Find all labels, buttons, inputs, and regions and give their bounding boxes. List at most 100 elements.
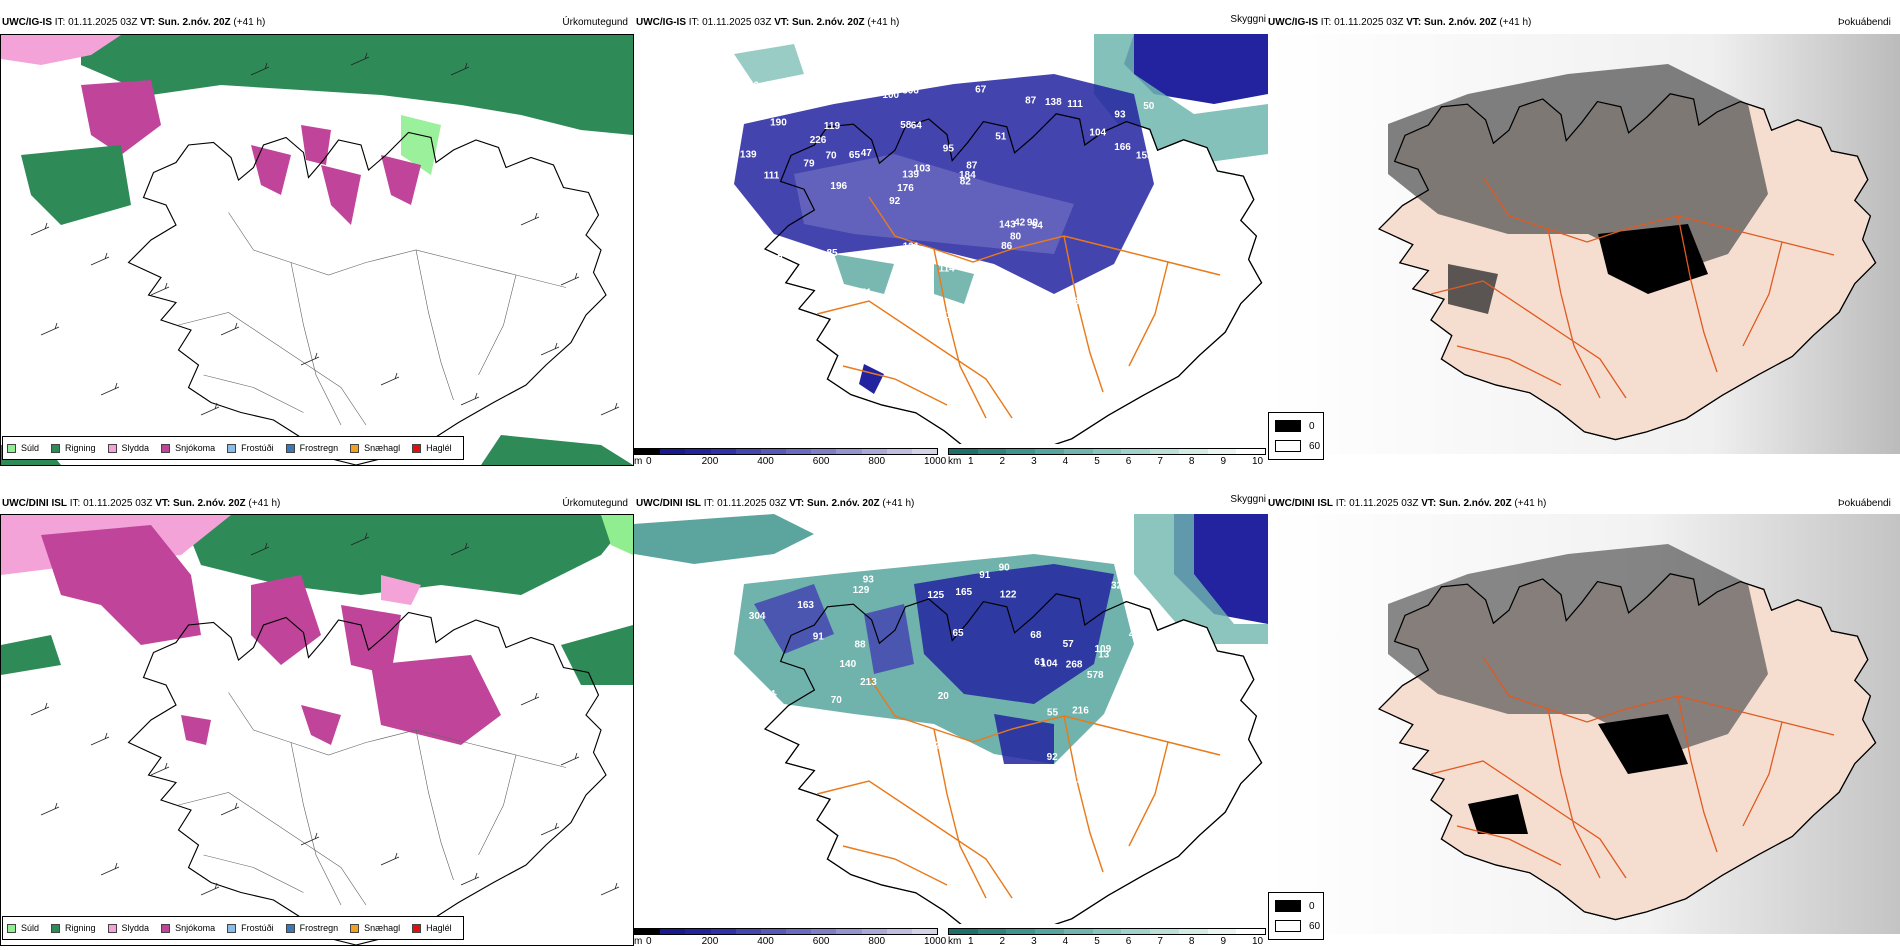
- scale-cell: [811, 929, 837, 934]
- scale-tick-label: 200: [701, 456, 719, 466]
- fog-map-row1: [1268, 34, 1900, 454]
- scale-tick-label: 2: [999, 936, 1006, 946]
- cloudbase-value-label: 111: [764, 171, 780, 182]
- cloudbase-value-label: 66: [748, 80, 760, 91]
- legend-swatch: [107, 923, 117, 933]
- cloudbase-value-label: 103: [914, 164, 931, 175]
- scale-tick-label: 0: [646, 936, 652, 946]
- panel-label-fog-row1: Þokuábendi: [1838, 17, 1891, 28]
- scale-cell: [1207, 449, 1237, 454]
- cloudbase-value-label: 62: [813, 276, 825, 287]
- scale-cell: [735, 449, 761, 454]
- legend-item: Haglél: [412, 923, 452, 933]
- legend-item: Snjókoma: [161, 923, 215, 933]
- cloudbase-value-label: 226: [1113, 759, 1130, 770]
- cloudbase-value-label: 100: [1131, 650, 1148, 661]
- scale-cell: [1121, 449, 1151, 454]
- cloudbase-value-label: 98: [747, 309, 759, 320]
- panel-label-fog-row2: Þokuábendi: [1838, 498, 1891, 509]
- scale-cell: [660, 449, 686, 454]
- cloudbase-value-label: 165: [955, 587, 972, 598]
- cloudbase-value-label: 114: [939, 263, 956, 274]
- cloudbase-value-label: 58: [1094, 785, 1106, 796]
- cloudbase-value-label: 140: [897, 265, 914, 276]
- cloudbase-value-label: 51: [995, 131, 1007, 142]
- cloudbase-value-label: 94: [1032, 221, 1044, 232]
- scale-cell: [1092, 449, 1122, 454]
- scale-cell: [1092, 929, 1122, 934]
- cloudbase-value-label: 109: [1095, 644, 1112, 655]
- fog-swatch: [1275, 900, 1301, 912]
- cloudbase-value-label: 60: [790, 770, 802, 781]
- cloudbase-value-label: 90: [1027, 218, 1039, 229]
- legend-swatch: [412, 923, 422, 933]
- scale-tick-label: 5: [1094, 456, 1100, 466]
- scale-cell: [977, 449, 1007, 454]
- visibility-scale-row1: km 1 2 3 4 5 6 7 8 9 10: [948, 448, 1266, 466]
- cloudbase-value-label: 91: [825, 294, 837, 305]
- legend-item: Frostregn: [285, 923, 338, 933]
- cloudbase-value-label: 67: [975, 85, 987, 96]
- legend-item: Frostúði: [227, 923, 274, 933]
- legend-swatch: [51, 443, 61, 453]
- scale-tick-label: 1: [968, 456, 974, 466]
- cloudbase-value-label: 143: [999, 219, 1016, 230]
- scale-tick-label: 10: [1252, 936, 1264, 946]
- cloudbase-value-label: 131: [903, 241, 920, 252]
- cloudbase-value-label: 125: [927, 590, 944, 601]
- cloudbase-value-label: 122: [924, 741, 941, 752]
- cloud-map-row1: 151 111 93 92 51 53 58 95 46 47 48 62 64 87 94 190 306 43…: [634, 34, 1268, 444]
- fog-legend-item: 60: [1275, 440, 1320, 452]
- scale-tick-label: 800: [868, 936, 886, 946]
- legend-item: Súld: [7, 443, 39, 453]
- cloudbase-value-label: 78: [858, 788, 870, 799]
- legend-item: Slydda: [107, 923, 149, 933]
- scale-cell: [1150, 929, 1179, 934]
- cloudbase-value-label: 190: [770, 118, 787, 129]
- cloudbase-value-label: 104: [1089, 128, 1106, 139]
- cloudbase-value-label: 151: [855, 287, 872, 298]
- fog-swatch: [1275, 440, 1301, 452]
- legend-swatch: [227, 923, 237, 933]
- scale-tick-label: 600: [812, 456, 830, 466]
- legend-swatch: [350, 923, 360, 933]
- legend-swatch: [161, 923, 171, 933]
- cloudbase-value-label: 93: [863, 575, 875, 586]
- cloudbase-value-label: 65: [953, 628, 965, 639]
- cloudbase-value-label: 213: [860, 677, 877, 688]
- visibility-ticks: km 1 2 3 4 5 6 7 8 9 10: [948, 455, 1266, 466]
- map-frame: [0, 514, 634, 946]
- cloudbase-scale-row2: m 0 200 400 600 800 1000: [634, 928, 946, 946]
- scale-cell: [886, 449, 912, 454]
- fog-panel-row2: UWC/DINI ISL IT: 01.11.2025 03Z VT: Sun.…: [1268, 492, 1900, 946]
- scale-cell: [1236, 449, 1266, 454]
- scale-unit: km: [948, 936, 962, 946]
- scale-cell: [836, 929, 862, 934]
- scale-cell: [949, 449, 978, 454]
- cloudbase-value-label: 79: [803, 159, 815, 170]
- panel-title-precip-row2: UWC/DINI ISL IT: 01.11.2025 03Z VT: Sun.…: [2, 498, 281, 509]
- cloudbase-value-label: 57: [1063, 639, 1075, 650]
- cloudbase-value-label: 90: [999, 563, 1011, 574]
- cloudbase-value-label: 70: [826, 150, 838, 161]
- scale-tick-label: 5: [1094, 936, 1100, 946]
- cloudbase-value-label: 86: [1137, 246, 1149, 257]
- cloudbase-value-label: 61: [1034, 657, 1046, 668]
- scale-cell: [786, 449, 812, 454]
- scale-cell: [685, 449, 711, 454]
- cloudbase-value-label: 70: [831, 695, 843, 706]
- cloudbase-value-label: 46: [1129, 630, 1141, 641]
- scale-cell: [1035, 449, 1064, 454]
- cloudbase-value-label: 82: [960, 177, 972, 188]
- cloudbase-value-label: 122: [1000, 590, 1017, 601]
- scale-tick-label: 10: [1252, 456, 1264, 466]
- cloudbase-value-label: 140: [840, 659, 857, 670]
- cloudbase-value-label: 167: [946, 310, 963, 321]
- fog-legend-row2: 0 60: [1268, 892, 1324, 940]
- scale-tick-label: 4: [1062, 456, 1069, 466]
- panel-label-precip-row1: Úrkomutegund: [562, 17, 628, 28]
- cloudbase-value-label: 86: [1001, 241, 1013, 252]
- cloudbase-value-label: 73: [885, 776, 897, 787]
- scale-tick-label: 0: [646, 456, 652, 466]
- cloudbase-bar: [634, 448, 938, 455]
